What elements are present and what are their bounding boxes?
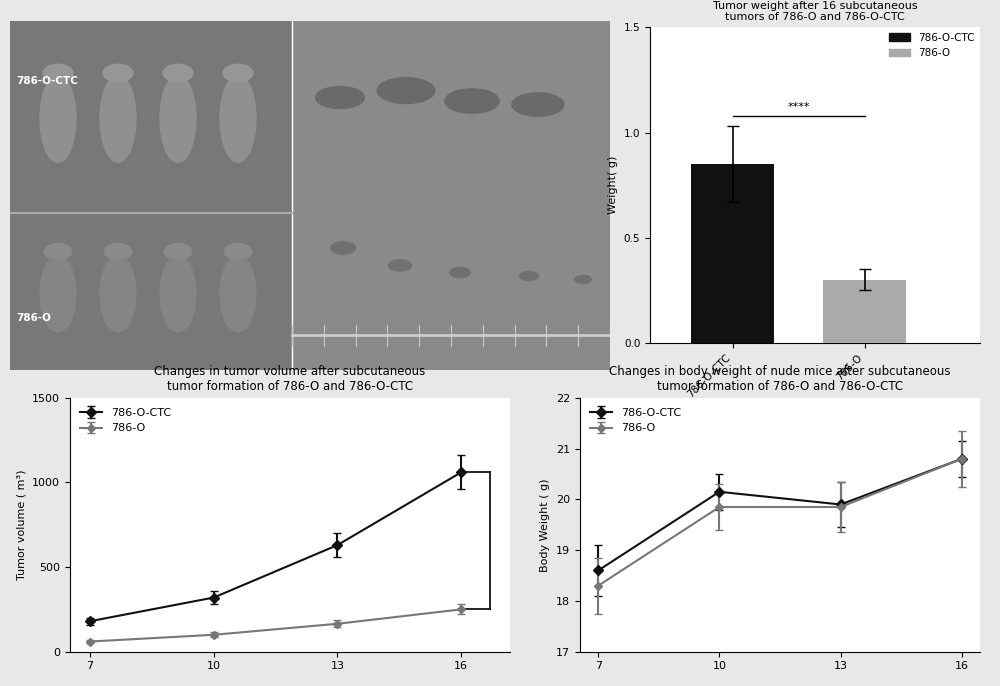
Bar	[691, 164, 774, 343]
Title: Changes in body weight of nude mice after subcutaneous
tumor formation of 786-O : Changes in body weight of nude mice afte…	[609, 364, 951, 392]
Circle shape	[44, 244, 72, 259]
Legend: 786-O-CTC, 786-O: 786-O-CTC, 786-O	[586, 403, 686, 438]
Ellipse shape	[377, 78, 435, 104]
Ellipse shape	[388, 260, 412, 271]
Title: Changes in tumor volume after subcutaneous
tumor formation of 786-O and 786-O-CT: Changes in tumor volume after subcutaneo…	[154, 364, 426, 392]
Ellipse shape	[450, 268, 470, 278]
Legend: 786-O-CTC, 786-O: 786-O-CTC, 786-O	[889, 33, 975, 58]
Title: Tumor weight after 16 subcutaneous
tumors of 786-O and 786-O-CTC: Tumor weight after 16 subcutaneous tumor…	[713, 1, 917, 23]
Circle shape	[43, 64, 73, 82]
Ellipse shape	[512, 93, 564, 116]
Circle shape	[163, 64, 193, 82]
Y-axis label: Tumor volume ( m³): Tumor volume ( m³)	[17, 469, 27, 580]
Bar	[823, 280, 906, 343]
Ellipse shape	[100, 255, 136, 332]
Ellipse shape	[100, 75, 136, 163]
Ellipse shape	[220, 255, 256, 332]
Ellipse shape	[160, 75, 196, 163]
Bar	[10, 21, 292, 370]
Circle shape	[224, 244, 252, 259]
Ellipse shape	[160, 255, 196, 332]
Circle shape	[223, 64, 253, 82]
Ellipse shape	[520, 272, 538, 281]
Ellipse shape	[316, 86, 364, 108]
Text: 786-O: 786-O	[16, 314, 51, 324]
Legend: 786-O-CTC, 786-O: 786-O-CTC, 786-O	[76, 403, 176, 438]
Ellipse shape	[220, 75, 256, 163]
Ellipse shape	[330, 242, 356, 254]
Text: ****: ****	[820, 536, 842, 546]
Bar	[292, 21, 610, 370]
Text: ****: ****	[787, 102, 810, 112]
Circle shape	[164, 244, 192, 259]
Text: 786-O-CTC: 786-O-CTC	[16, 75, 78, 86]
Ellipse shape	[40, 255, 76, 332]
Ellipse shape	[575, 276, 591, 283]
Circle shape	[103, 64, 133, 82]
Ellipse shape	[445, 89, 499, 113]
Circle shape	[104, 244, 132, 259]
Y-axis label: Weight( g): Weight( g)	[608, 156, 618, 215]
Ellipse shape	[40, 75, 76, 163]
Y-axis label: Body Weight ( g): Body Weight ( g)	[540, 478, 550, 571]
